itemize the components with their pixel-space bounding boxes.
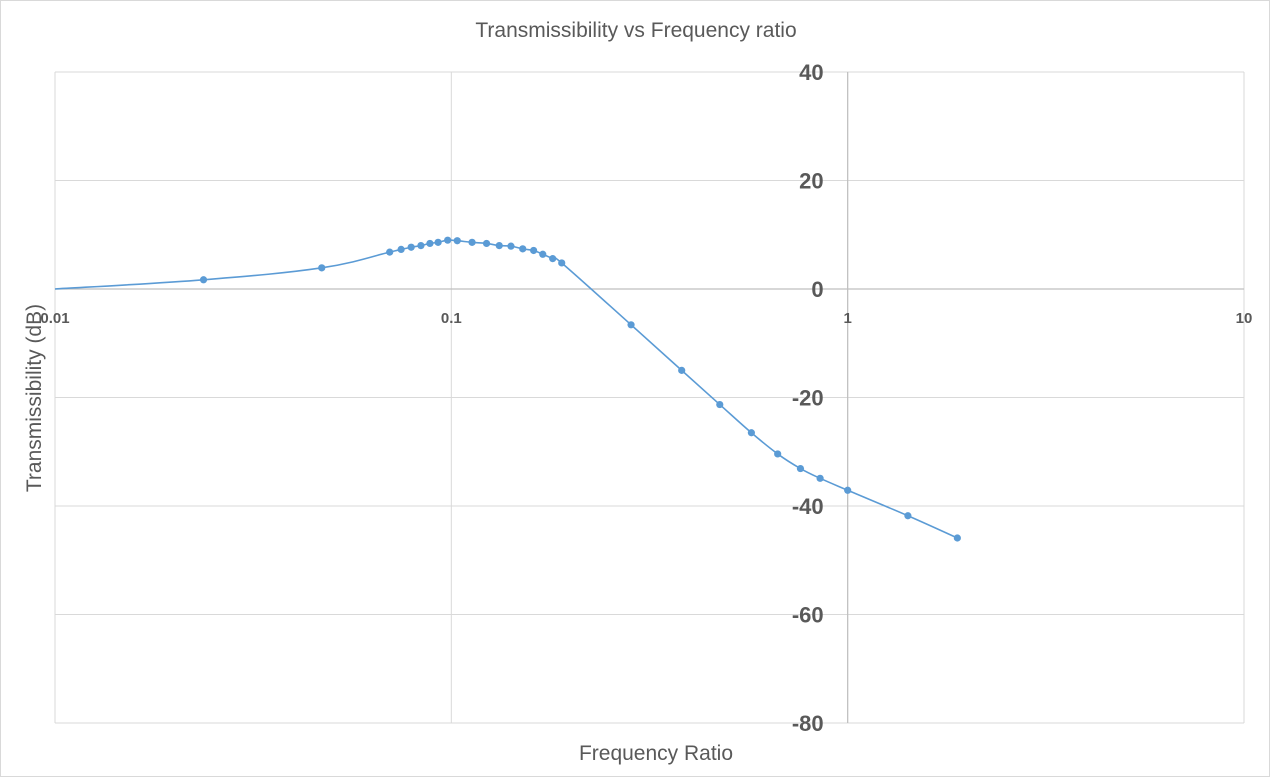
data-point: [539, 250, 547, 258]
y-tick-label: 40: [799, 60, 823, 85]
data-point: [627, 321, 635, 329]
y-tick-label: -60: [792, 603, 824, 628]
data-point: [678, 366, 686, 374]
gridlines: [54, 71, 1245, 724]
chart-title: Transmissibility vs Frequency ratio: [475, 19, 796, 42]
data-point: [816, 474, 824, 482]
y-tick-label: -40: [792, 494, 824, 519]
data-point: [796, 464, 805, 473]
data-point: [774, 450, 782, 458]
data-point: [558, 259, 566, 267]
data-point: [386, 248, 394, 256]
data-point: [844, 486, 852, 494]
data-point: [417, 242, 425, 250]
data-point: [426, 239, 434, 248]
data-point: [482, 239, 491, 248]
data-point: [434, 238, 442, 246]
axes: [55, 72, 1244, 723]
y-tick-label: -80: [792, 711, 824, 736]
x-tick-label: 1: [843, 310, 851, 327]
data-point: [530, 246, 538, 255]
x-tick-label: 0.1: [441, 310, 462, 327]
data-point: [519, 245, 527, 253]
data-series: [54, 236, 961, 542]
y-axis-title: Transmissibility (dB): [23, 304, 46, 492]
x-tick-label: 0.01: [40, 310, 69, 327]
data-point: [199, 276, 208, 284]
y-tick-label: -20: [792, 386, 824, 411]
x-axis-title: Frequency Ratio: [579, 742, 733, 765]
data-point: [716, 400, 724, 409]
data-point: [397, 245, 405, 253]
data-point: [318, 264, 326, 272]
data-point: [468, 238, 476, 246]
data-point: [904, 512, 912, 520]
data-point: [453, 237, 461, 245]
y-tick-label: 0: [811, 277, 823, 302]
data-point: [747, 429, 755, 437]
x-tick-label: 10: [1236, 310, 1253, 327]
data-point: [444, 236, 452, 244]
tick-labels: 0.01 0.1 1 10 40 20 0 -20 -40 -60 -80: [40, 60, 1252, 736]
data-point: [549, 255, 557, 263]
y-tick-label: 20: [799, 169, 823, 194]
data-point: [953, 534, 961, 542]
data-point: [495, 242, 503, 250]
data-point: [507, 242, 515, 250]
data-point: [407, 243, 415, 251]
